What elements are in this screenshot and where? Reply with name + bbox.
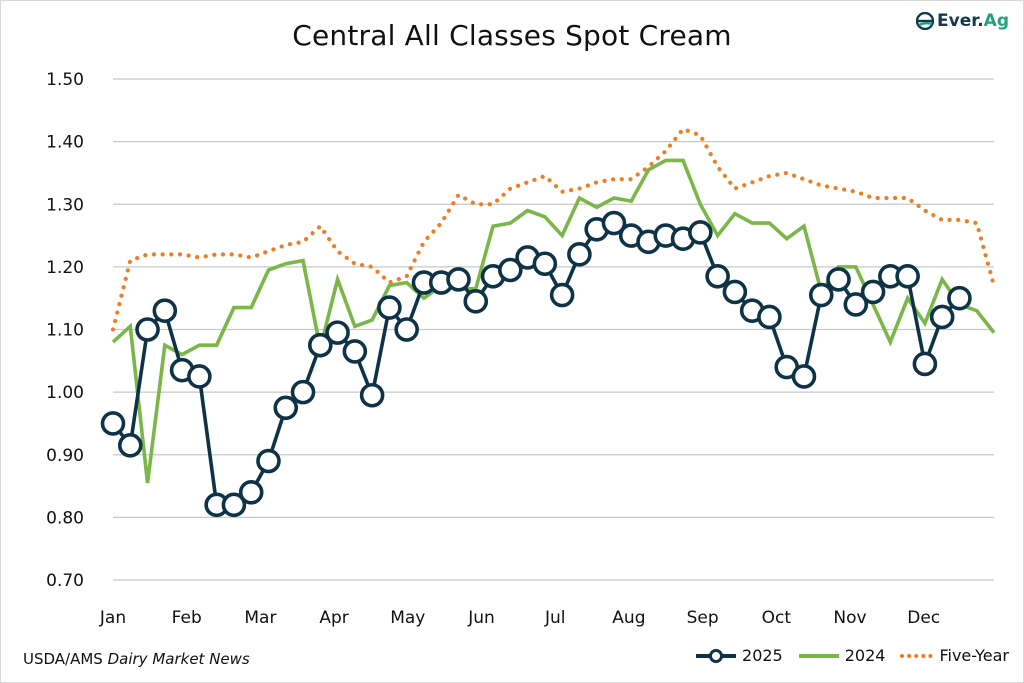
data-point-2025: [273, 395, 299, 421]
x-tick-label: Jun: [467, 608, 495, 628]
data-point-2025: [377, 295, 402, 320]
y-axis-ticks: 0.70 0.80 0.90 1.00 1.10 1.20 1.30 1.40 1.50: [46, 70, 84, 591]
ever-ag-logo-icon: [916, 12, 935, 30]
legend-label-2025: 2025: [742, 646, 783, 665]
y-tick-label: 1.50: [46, 70, 84, 90]
data-point-2025: [187, 364, 212, 389]
legend-swatch-2024: [798, 653, 839, 658]
legend-item-2024: 2024: [797, 646, 886, 665]
x-tick-label: May: [390, 608, 425, 628]
data-point-2025: [238, 480, 264, 505]
source-prefix: USDA/AMS: [23, 650, 108, 668]
data-point-2025: [895, 263, 920, 289]
data-point-2025: [152, 298, 178, 324]
y-tick-label: 1.30: [46, 195, 84, 215]
x-tick-label: Mar: [244, 608, 276, 628]
data-point-2025: [791, 364, 817, 389]
data-point-2025: [705, 263, 730, 289]
data-point-2025: [688, 220, 713, 245]
y-tick-label: 1.00: [46, 383, 84, 403]
data-point-2025: [307, 332, 333, 358]
x-axis-ticks: Jan Feb Mar Apr May Jun Jul Aug Sep Oct Nov Dec: [99, 608, 940, 628]
data-point-2025: [757, 304, 782, 330]
x-tick-label: Feb: [172, 608, 202, 628]
data-point-2025: [843, 292, 869, 317]
legend-swatch-five-year: [900, 653, 936, 658]
data-point-2025: [290, 379, 316, 405]
brand-name-part1: Ever.: [937, 11, 984, 31]
data-point-2025: [826, 267, 851, 292]
data-point-2025: [100, 411, 126, 436]
x-tick-label: Jan: [99, 608, 126, 628]
data-point-2025: [117, 433, 143, 458]
data-point-2025: [601, 210, 627, 236]
source-note: USDA/AMS Dairy Market News: [23, 650, 250, 668]
legend-item-five-year: Five-Year: [899, 646, 1009, 665]
data-point-2025: [912, 351, 938, 377]
data-point-2025: [929, 304, 955, 330]
chart-title: Central All Classes Spot Cream: [292, 19, 732, 52]
series-line: [111, 158, 996, 484]
data-point-2025: [446, 267, 471, 292]
legend-label-five-year: Five-Year: [939, 646, 1009, 665]
y-tick-label: 0.70: [46, 571, 84, 591]
data-point-2025: [135, 317, 160, 342]
data-point-2025: [567, 242, 592, 267]
x-tick-label: Sep: [687, 608, 719, 628]
data-point-2025: [532, 251, 558, 277]
legend-label-2024: 2024: [844, 646, 886, 665]
y-tick-label: 0.80: [46, 508, 84, 528]
data-point-2025: [359, 382, 385, 408]
x-tick-label: Oct: [762, 608, 792, 628]
brand-name-part2: Ag: [983, 11, 1009, 31]
data-point-2025: [325, 320, 350, 345]
source-publication: Dairy Market News: [107, 650, 250, 668]
line-chart: 0.70 0.80 0.90 1.00 1.10 1.20 1.30 1.40 1.50 Jan…: [46, 70, 997, 628]
data-point-2025: [394, 317, 419, 342]
data-point-2025: [722, 279, 748, 305]
data-point-2025: [808, 282, 834, 308]
chart-legend: 2025 2024 Five-Year: [694, 646, 1009, 665]
y-tick-label: 0.90: [46, 446, 84, 466]
data-point-2025: [549, 282, 575, 308]
x-tick-label: Aug: [612, 608, 645, 628]
x-tick-label: Jul: [544, 608, 566, 628]
x-tick-label: Apr: [319, 608, 348, 628]
data-point-2025: [221, 492, 247, 518]
data-point-2025: [256, 448, 281, 474]
y-tick-label: 1.20: [46, 258, 84, 278]
y-tick-label: 1.10: [46, 321, 84, 341]
data-point-2025: [498, 257, 523, 283]
x-tick-label: Nov: [833, 608, 866, 628]
data-point-2025: [860, 279, 886, 305]
legend-item-2025: 2025: [694, 646, 783, 665]
series-2025: [100, 210, 972, 518]
data-point-2025: [342, 339, 368, 364]
legend-swatch-2025: [696, 648, 737, 663]
data-point-2025: [947, 285, 972, 311]
gridlines: [113, 78, 994, 581]
data-point-2025: [463, 289, 489, 314]
brand-logo: Ever. Ag: [916, 11, 1009, 31]
y-tick-label: 1.40: [46, 133, 84, 153]
series-2024: [111, 158, 996, 484]
x-tick-label: Dec: [907, 608, 940, 628]
